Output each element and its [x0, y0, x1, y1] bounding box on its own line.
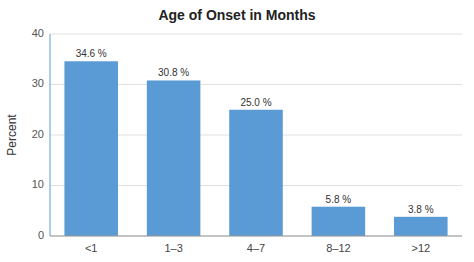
x-tick-label: 8–12: [326, 242, 350, 254]
x-axis-line: [50, 236, 462, 237]
y-tick-label: 10: [32, 178, 44, 190]
grid: [50, 34, 462, 236]
y-tick-label: 0: [38, 229, 44, 241]
bar: [229, 110, 283, 236]
grid-line: [50, 236, 462, 237]
chart: Age of Onset in Months 0 10 20 30 40 Percent 34…: [0, 0, 474, 262]
bars: [64, 61, 447, 236]
data-label: 3.8 %: [408, 204, 434, 215]
grid-line: [50, 34, 462, 35]
bar: [64, 61, 118, 236]
x-tick-label: 1–3: [164, 242, 182, 254]
data-label: 25.0 %: [240, 97, 271, 108]
data-label: 5.8 %: [326, 194, 352, 205]
bar: [147, 80, 201, 236]
data-label: 34.6 %: [76, 48, 107, 59]
y-axis-line: [50, 34, 51, 236]
y-tick-label: 40: [32, 27, 44, 39]
y-tick-label: 20: [32, 128, 44, 140]
title: Age of Onset in Months: [158, 7, 315, 23]
chart-container: Age of Onset in Months 0 10 20 30 40 Percent 34…: [0, 0, 474, 262]
y-axis-label: Percent: [5, 114, 19, 156]
x-tick-label: <1: [85, 242, 98, 254]
bar: [312, 207, 366, 236]
x-tick-label: 4–7: [247, 242, 265, 254]
bar: [394, 217, 448, 236]
data-label: 30.8 %: [158, 67, 189, 78]
y-tick-label: 30: [32, 77, 44, 89]
x-tick-label: >12: [411, 242, 430, 254]
